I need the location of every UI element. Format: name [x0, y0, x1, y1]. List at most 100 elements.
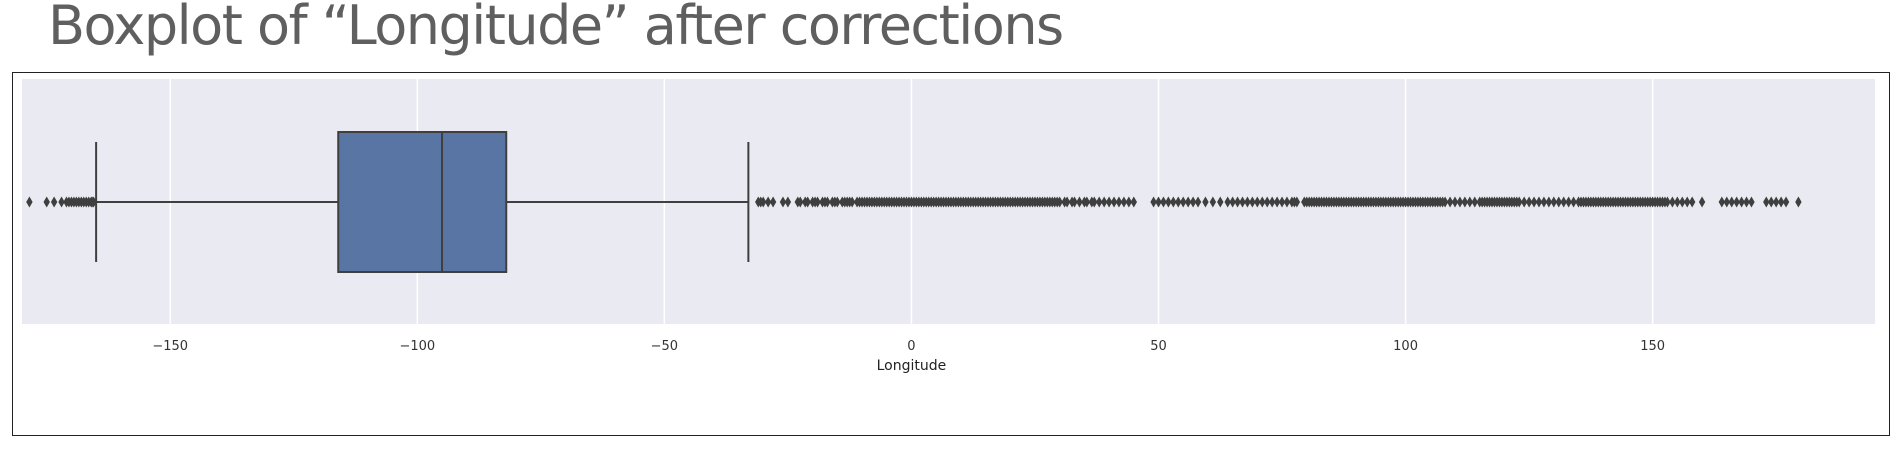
outlier-point [1259, 196, 1266, 208]
outlier-point [1530, 196, 1538, 208]
outlier-point [1684, 196, 1691, 208]
outlier-point [1083, 196, 1091, 208]
outlier-point [1763, 196, 1770, 208]
outlier-point [90, 196, 97, 208]
outlier-point [1268, 196, 1276, 208]
outlier-point [848, 196, 856, 208]
outlier-point [1743, 196, 1750, 208]
outlier-point [1150, 196, 1157, 208]
outlier-point [1224, 196, 1231, 208]
outlier-point [1456, 196, 1464, 208]
outlier-point [1165, 196, 1172, 208]
outlier-point [804, 196, 811, 208]
outlier-point [1254, 196, 1261, 208]
page-title: Boxplot of “Longitude” after corrections [48, 0, 1064, 57]
outlier-point [769, 196, 777, 208]
outlier-point [1130, 196, 1137, 208]
iqr-box [337, 131, 508, 273]
outlier-point [1155, 196, 1162, 208]
outlier-point [1071, 196, 1078, 208]
outlier-point [1768, 196, 1775, 208]
boxplot-chart: −150 −100 −50 0 50 100 150 Longitude [22, 79, 1875, 374]
x-axis-label: Longitude [877, 358, 947, 374]
outlier-point [760, 196, 767, 208]
outlier-point [1249, 196, 1256, 208]
outlier-point [1664, 196, 1671, 208]
outlier-point [1555, 196, 1562, 208]
outlier-point [50, 196, 58, 208]
x-tick-label: 0 [907, 339, 915, 354]
outlier-point [1565, 196, 1572, 208]
outlier-point [1560, 196, 1567, 208]
outlier-point [1669, 196, 1676, 208]
outlier-point [1545, 196, 1553, 208]
outlier-point [1100, 196, 1108, 208]
outlier-point [1283, 196, 1291, 208]
outlier-point [1234, 196, 1241, 208]
outlier-point [824, 196, 831, 208]
outlier-point [43, 196, 50, 208]
outlier-point [834, 196, 841, 208]
outlier-point [1516, 196, 1523, 208]
outlier-point [1466, 196, 1474, 208]
outlier-point [1728, 196, 1735, 208]
outlier-point [1091, 196, 1098, 208]
outlier-point [1189, 196, 1197, 208]
outlier-point [1160, 196, 1167, 208]
outlier-point [1723, 196, 1730, 208]
outlier-point [1446, 196, 1454, 208]
outlier-point [1264, 196, 1271, 208]
outlier-point [1175, 196, 1182, 208]
outlier-point [1461, 196, 1469, 208]
outlier-point [1777, 196, 1785, 208]
outlier-point [1170, 196, 1177, 208]
outlier-point [1180, 196, 1187, 208]
outlier-point [1273, 196, 1281, 208]
outlier-point [1076, 196, 1083, 208]
outlier-point [1525, 196, 1533, 208]
x-tick-label: −50 [651, 339, 678, 354]
x-tick-label: 50 [1150, 339, 1167, 354]
outlier-point [1570, 196, 1577, 208]
outlier-point [1278, 196, 1286, 208]
outlier-point [1293, 196, 1301, 208]
outlier-point [1441, 196, 1449, 208]
outlier-point [1239, 196, 1246, 208]
outlier-point [1738, 196, 1745, 208]
outlier-point [1194, 196, 1202, 208]
outlier-point [58, 196, 65, 208]
outlier-point [1451, 196, 1459, 208]
outlier-point [1674, 196, 1681, 208]
outlier-point [1120, 196, 1128, 208]
outlier-point [1471, 196, 1478, 208]
outlier-point [1209, 196, 1217, 208]
outlier-point [1733, 196, 1740, 208]
x-tick-label: −150 [152, 339, 188, 354]
outlier-point [1688, 196, 1696, 208]
figure-frame: −150 −100 −50 0 50 100 150 Longitude [12, 72, 1890, 436]
outlier-point [1782, 196, 1790, 208]
x-tick-label: −100 [399, 339, 435, 354]
outlier-point [1718, 196, 1726, 208]
outlier-point [1244, 196, 1251, 208]
outlier-point [1540, 196, 1548, 208]
outlier-point [1535, 196, 1543, 208]
outlier-point [1550, 196, 1558, 208]
outlier-point [1105, 196, 1113, 208]
outlier-point [1063, 196, 1071, 208]
outlier-point [1184, 196, 1192, 208]
outlier-point [779, 196, 787, 208]
outlier-point [1115, 196, 1123, 208]
outlier-point [1096, 196, 1103, 208]
outlier-point [764, 196, 772, 208]
outlier-point [784, 196, 792, 208]
outlier-point [1229, 196, 1236, 208]
outlier-point [1679, 196, 1686, 208]
outlier-point [1772, 196, 1780, 208]
outlier-point [1202, 196, 1209, 208]
outlier-point [1520, 196, 1528, 208]
x-tick-label: 150 [1640, 339, 1665, 354]
outlier-point [1217, 196, 1224, 208]
x-tick-label: 100 [1393, 339, 1418, 354]
outlier-point [1110, 196, 1118, 208]
